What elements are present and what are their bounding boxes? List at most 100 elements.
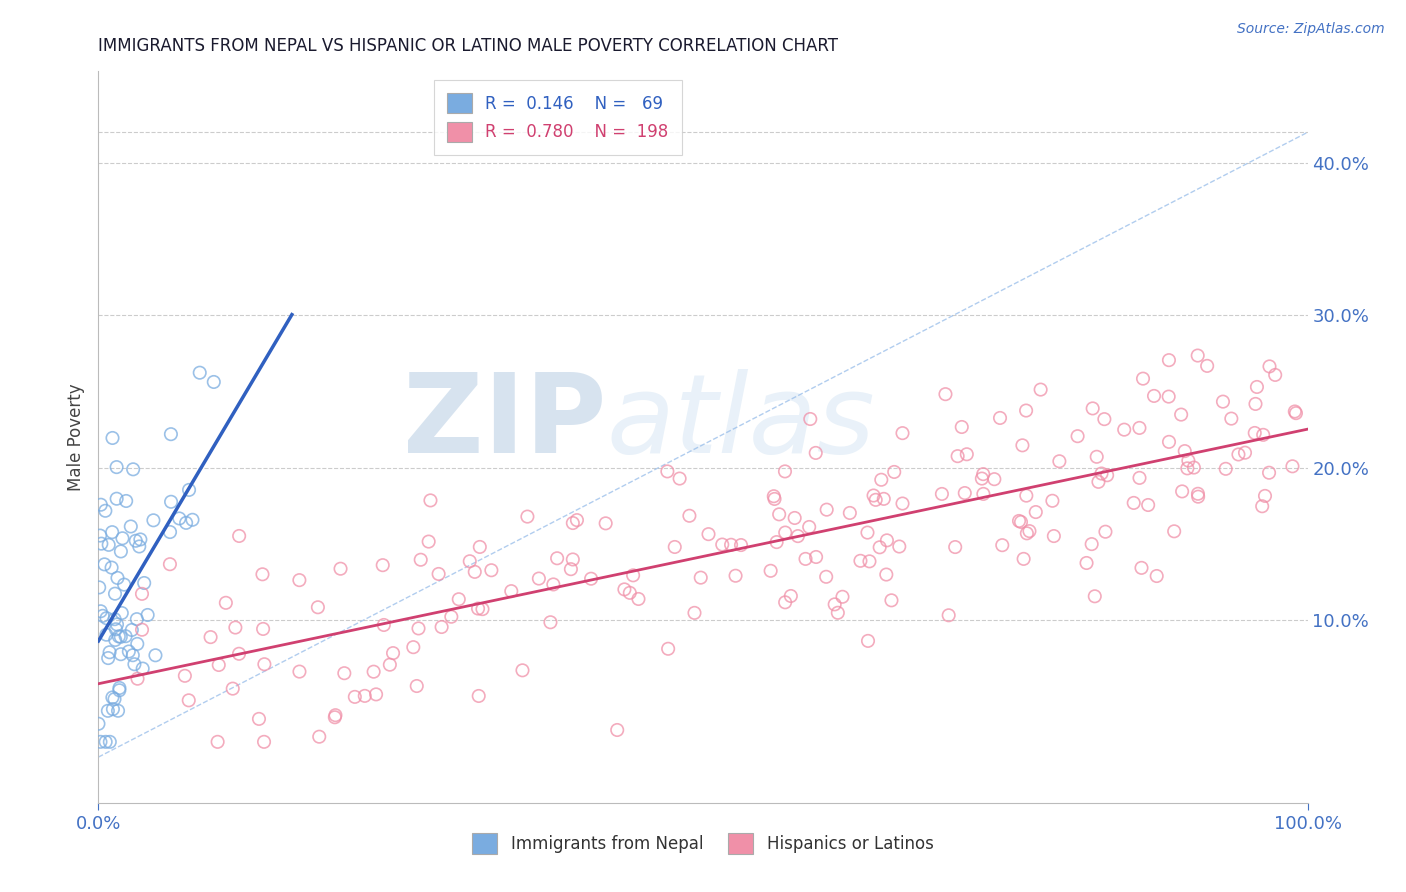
Point	[595, 516, 617, 531]
Point	[931, 487, 953, 501]
Point	[101, 702, 124, 716]
Point	[827, 606, 849, 620]
Point	[783, 511, 806, 525]
Point	[1076, 556, 1098, 570]
Point	[177, 483, 200, 497]
Point	[873, 491, 896, 506]
Point	[561, 516, 583, 530]
Point	[1258, 466, 1281, 480]
Point	[799, 412, 821, 426]
Point	[101, 690, 124, 705]
Point	[1254, 489, 1277, 503]
Point	[1227, 447, 1250, 461]
Point	[464, 565, 486, 579]
Point	[540, 615, 562, 630]
Point	[1281, 459, 1303, 474]
Point	[252, 567, 274, 582]
Point	[972, 467, 994, 482]
Point	[228, 529, 250, 543]
Point	[91, 608, 114, 623]
Point	[543, 577, 565, 591]
Point	[97, 651, 120, 665]
Point	[353, 689, 375, 703]
Point	[983, 472, 1005, 486]
Point	[1085, 450, 1108, 464]
Point	[869, 541, 891, 555]
Point	[440, 609, 463, 624]
Point	[1182, 460, 1205, 475]
Point	[1285, 406, 1308, 420]
Point	[98, 645, 121, 659]
Point	[579, 572, 602, 586]
Point	[1092, 412, 1115, 426]
Point	[720, 538, 742, 552]
Point	[325, 708, 347, 723]
Point	[100, 560, 122, 574]
Point	[1008, 514, 1031, 528]
Point	[208, 657, 231, 672]
Point	[107, 704, 129, 718]
Point	[1258, 359, 1281, 374]
Point	[988, 411, 1011, 425]
Point	[956, 447, 979, 461]
Point	[724, 568, 747, 582]
Point	[110, 647, 132, 661]
Point	[333, 666, 356, 681]
Point	[427, 566, 450, 581]
Point	[621, 568, 644, 582]
Point	[934, 387, 956, 401]
Text: atlas: atlas	[606, 369, 875, 476]
Point	[104, 587, 127, 601]
Point	[188, 366, 211, 380]
Point	[606, 723, 628, 737]
Point	[1137, 498, 1160, 512]
Point	[382, 646, 405, 660]
Point	[160, 427, 183, 442]
Point	[418, 534, 440, 549]
Point	[90, 604, 112, 618]
Point	[364, 687, 387, 701]
Point	[1015, 403, 1038, 417]
Point	[108, 630, 131, 644]
Point	[1212, 394, 1234, 409]
Point	[159, 558, 181, 572]
Point	[160, 495, 183, 509]
Point	[891, 496, 914, 510]
Point	[794, 552, 817, 566]
Point	[181, 513, 204, 527]
Point	[101, 525, 124, 540]
Point	[173, 669, 195, 683]
Point	[779, 589, 801, 603]
Point	[131, 587, 153, 601]
Point	[768, 508, 790, 522]
Point	[1187, 349, 1209, 363]
Point	[1157, 353, 1180, 368]
Point	[561, 552, 583, 566]
Point	[1243, 425, 1265, 440]
Point	[938, 608, 960, 623]
Point	[447, 592, 470, 607]
Point	[1197, 359, 1219, 373]
Point	[876, 533, 898, 548]
Point	[1025, 505, 1047, 519]
Point	[858, 554, 880, 568]
Point	[94, 735, 117, 749]
Text: ZIP: ZIP	[404, 369, 606, 476]
Point	[765, 535, 787, 549]
Point	[288, 573, 311, 587]
Point	[759, 564, 782, 578]
Point	[134, 576, 156, 591]
Point	[104, 632, 127, 647]
Point	[122, 462, 145, 476]
Point	[991, 538, 1014, 552]
Point	[222, 681, 245, 696]
Point	[689, 571, 711, 585]
Text: Source: ZipAtlas.com: Source: ZipAtlas.com	[1237, 22, 1385, 37]
Point	[516, 509, 538, 524]
Point	[253, 657, 276, 672]
Point	[1175, 461, 1198, 475]
Point	[711, 537, 734, 551]
Point	[1042, 493, 1064, 508]
Point	[467, 601, 489, 615]
Point	[1132, 371, 1154, 385]
